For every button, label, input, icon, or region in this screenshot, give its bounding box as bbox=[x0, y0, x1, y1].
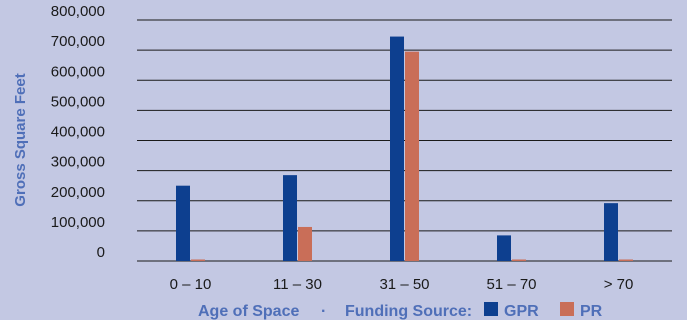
y-tick-label: 700,000 bbox=[51, 33, 105, 50]
bar-gpr-1 bbox=[283, 175, 297, 261]
bar-gpr-2 bbox=[390, 36, 404, 261]
legend-label-pr: PR bbox=[580, 303, 603, 320]
y-axis-label: Gross Square Feet bbox=[12, 73, 29, 206]
bar-pr-2 bbox=[405, 51, 419, 261]
legend-label-gpr: GPR bbox=[504, 303, 539, 320]
gridlines bbox=[137, 19, 672, 262]
bar-gpr-3 bbox=[497, 235, 511, 261]
legend: Age of Space · Funding Source: GPR PR bbox=[198, 302, 603, 320]
legend-swatch-pr bbox=[560, 302, 574, 316]
legend-separator: · bbox=[321, 303, 326, 320]
y-tick-label: 500,000 bbox=[51, 93, 105, 110]
legend-title: Funding Source: bbox=[345, 303, 472, 320]
bar-gpr-0 bbox=[176, 185, 190, 261]
x-tick-label: 51 – 70 bbox=[486, 276, 536, 293]
y-tick-label: 600,000 bbox=[51, 63, 105, 80]
x-tick-label: > 70 bbox=[604, 276, 634, 293]
x-tick-label: 31 – 50 bbox=[379, 276, 429, 293]
y-axis-ticks: 0 100,000 200,000 300,000 400,000 500,000 600,… bbox=[51, 3, 105, 261]
bar-gpr-4 bbox=[604, 203, 618, 261]
y-tick-label: 200,000 bbox=[51, 184, 105, 201]
x-tick-label: 11 – 30 bbox=[273, 276, 322, 293]
bar-pr-4 bbox=[619, 259, 633, 261]
y-tick-label: 300,000 bbox=[51, 154, 105, 171]
y-tick-label: 800,000 bbox=[51, 3, 105, 20]
x-axis-ticks: 0 – 10 11 – 30 31 – 50 51 – 70 > 70 bbox=[170, 276, 634, 293]
y-tick-label: 100,000 bbox=[51, 214, 105, 231]
bar-pr-3 bbox=[512, 259, 526, 261]
y-tick-label: 0 bbox=[97, 244, 105, 261]
bar-pr-0 bbox=[191, 259, 205, 261]
legend-swatch-gpr bbox=[484, 302, 498, 316]
x-tick-label: 0 – 10 bbox=[170, 276, 212, 293]
y-tick-label: 400,000 bbox=[51, 124, 105, 141]
bar-pr-1 bbox=[298, 226, 312, 261]
bars bbox=[176, 36, 633, 261]
x-axis-label: Age of Space bbox=[198, 303, 299, 320]
